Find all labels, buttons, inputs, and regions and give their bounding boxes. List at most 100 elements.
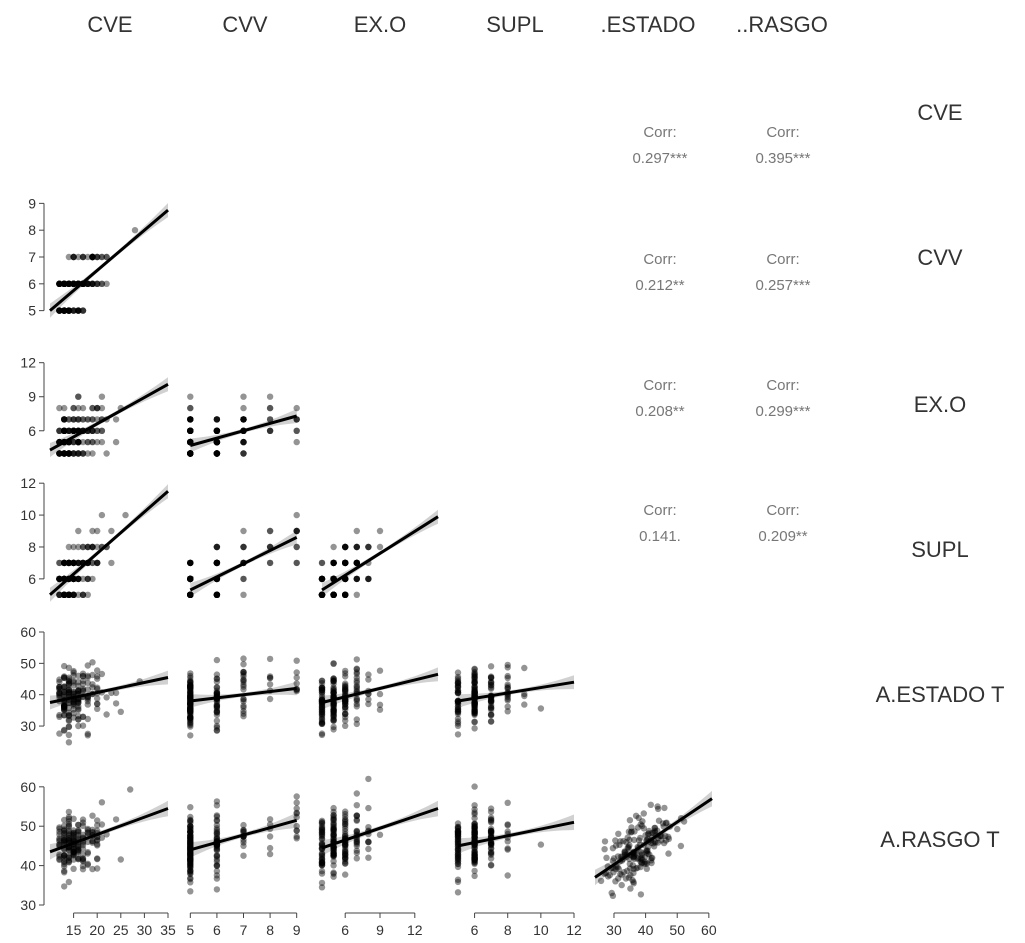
data-point	[56, 307, 63, 314]
data-point	[187, 708, 194, 715]
data-point	[65, 835, 73, 842]
data-point	[293, 835, 300, 842]
data-point	[60, 450, 68, 457]
data-point	[471, 828, 478, 836]
data-point	[94, 865, 101, 872]
data-point	[318, 575, 326, 583]
data-point	[79, 858, 87, 865]
data-point	[342, 591, 349, 598]
data-point	[75, 253, 82, 261]
data-point	[60, 307, 68, 314]
x-tick-label: 12	[407, 922, 423, 938]
data-point	[629, 876, 636, 884]
data-point	[213, 591, 221, 598]
data-point	[213, 450, 221, 457]
data-point	[65, 858, 73, 865]
data-point	[471, 699, 478, 706]
data-point	[330, 873, 337, 880]
data-point	[75, 821, 82, 829]
data-point	[108, 559, 115, 567]
data-point	[330, 710, 337, 717]
data-point	[213, 427, 221, 434]
data-point	[70, 848, 77, 856]
data-point	[65, 739, 73, 746]
data-point	[318, 860, 326, 867]
data-point	[487, 830, 495, 837]
data-point	[330, 723, 337, 731]
data-point	[330, 591, 337, 598]
data-point	[84, 280, 92, 287]
data-point	[84, 662, 92, 669]
data-point	[213, 427, 221, 434]
data-point	[56, 450, 63, 457]
data-point	[318, 884, 326, 891]
data-point	[454, 833, 462, 840]
data-point	[187, 575, 194, 583]
data-point	[293, 511, 300, 519]
correlation-value: 0.257***	[755, 277, 810, 294]
data-point	[213, 707, 221, 715]
data-point	[56, 575, 63, 583]
data-point	[318, 709, 326, 716]
data-point	[70, 856, 77, 863]
data-point	[318, 718, 326, 725]
data-point	[318, 575, 326, 583]
data-point	[674, 825, 681, 833]
data-point	[56, 450, 63, 457]
data-point	[94, 673, 101, 680]
data-point	[376, 690, 384, 698]
data-point	[94, 253, 101, 261]
data-point	[79, 438, 87, 446]
data-point	[487, 674, 495, 681]
data-point	[89, 829, 96, 836]
data-point	[620, 869, 628, 876]
data-point	[75, 832, 82, 839]
data-point	[60, 307, 68, 314]
data-point	[112, 689, 120, 697]
data-point	[60, 450, 68, 457]
data-point	[56, 280, 63, 287]
data-point	[318, 850, 326, 857]
data-point	[187, 591, 194, 598]
data-point	[187, 450, 194, 457]
data-point	[187, 879, 194, 886]
data-point	[318, 591, 326, 598]
data-point	[187, 427, 194, 434]
data-point	[89, 253, 96, 261]
data-point	[365, 700, 372, 708]
data-point	[504, 664, 511, 671]
data-point	[187, 591, 194, 598]
data-point	[79, 591, 87, 598]
data-point	[89, 826, 96, 833]
regression-line	[189, 818, 298, 852]
data-point	[75, 847, 82, 854]
data-point	[293, 799, 300, 806]
data-point	[187, 591, 194, 598]
data-point	[471, 686, 478, 693]
data-point	[471, 703, 478, 710]
data-point	[318, 686, 326, 693]
data-point	[213, 559, 221, 567]
data-point	[213, 689, 221, 696]
data-point	[65, 450, 73, 457]
data-point	[330, 591, 337, 598]
data-point	[70, 416, 77, 423]
data-point	[213, 591, 221, 598]
data-point	[504, 683, 511, 690]
data-point	[187, 708, 194, 716]
data-point	[60, 703, 68, 710]
data-point	[187, 591, 194, 598]
regression-line	[321, 807, 439, 850]
data-point	[213, 701, 221, 708]
data-point	[240, 696, 247, 703]
data-point	[84, 679, 92, 686]
data-point	[213, 427, 221, 434]
data-point	[240, 821, 247, 829]
data-point	[75, 307, 82, 314]
data-point	[454, 679, 462, 687]
data-point	[187, 427, 194, 434]
data-point	[79, 862, 87, 870]
data-point	[70, 559, 77, 567]
data-point	[330, 816, 337, 823]
data-point	[342, 700, 349, 708]
